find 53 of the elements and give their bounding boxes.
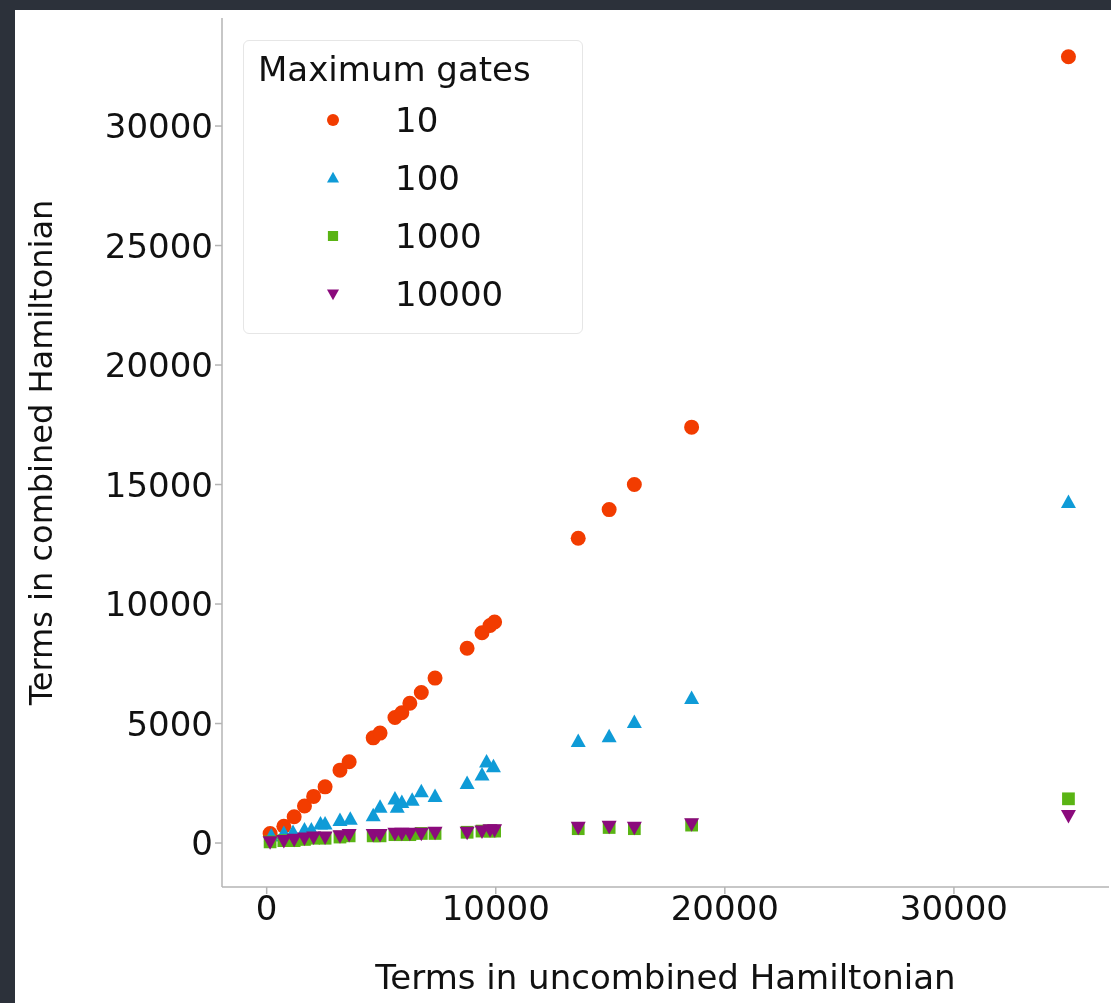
point bbox=[402, 695, 418, 711]
x-tick-label: 10000 bbox=[441, 888, 550, 929]
point bbox=[413, 684, 429, 700]
x-tick-label: 30000 bbox=[899, 888, 1008, 929]
point bbox=[1062, 792, 1075, 806]
point bbox=[372, 799, 388, 813]
y-axis-title: Terms in combined Hamiltonian bbox=[22, 199, 61, 707]
point bbox=[570, 733, 586, 748]
y-tick-label: 30000 bbox=[104, 106, 213, 147]
y-tick-label: 25000 bbox=[104, 225, 213, 266]
x-axis-title: Terms in uncombined Hamiltonian bbox=[374, 957, 956, 997]
y-tick-label: 0 bbox=[191, 823, 213, 864]
point bbox=[427, 788, 443, 803]
point bbox=[341, 754, 357, 770]
x-tick-label: 20000 bbox=[670, 888, 779, 929]
point bbox=[485, 758, 501, 773]
y-tick-label: 5000 bbox=[126, 703, 213, 744]
point bbox=[684, 419, 700, 435]
point bbox=[474, 767, 490, 781]
legend-title: Maximum gates bbox=[258, 49, 532, 89]
point bbox=[394, 705, 410, 721]
point bbox=[459, 775, 475, 789]
point bbox=[684, 690, 700, 705]
point bbox=[459, 640, 475, 656]
point bbox=[365, 807, 381, 822]
point bbox=[1060, 809, 1076, 824]
point bbox=[601, 728, 617, 743]
x-tick-label: 0 bbox=[255, 888, 278, 929]
point bbox=[626, 477, 642, 493]
point bbox=[332, 812, 348, 826]
point bbox=[286, 809, 302, 825]
point bbox=[317, 816, 333, 830]
point bbox=[1060, 494, 1076, 509]
point bbox=[404, 792, 420, 806]
point bbox=[427, 670, 443, 686]
legend-label: 10000 bbox=[395, 274, 504, 314]
point bbox=[626, 714, 642, 728]
point bbox=[570, 530, 586, 546]
legend-label: 1000 bbox=[395, 216, 482, 256]
point bbox=[296, 798, 312, 814]
point bbox=[317, 779, 333, 795]
legend-label: 100 bbox=[395, 158, 460, 198]
point bbox=[372, 725, 388, 741]
point bbox=[1060, 49, 1076, 65]
point bbox=[413, 783, 429, 798]
y-tick-label: 20000 bbox=[104, 345, 213, 386]
y-tick-label: 10000 bbox=[104, 584, 213, 625]
point bbox=[306, 788, 322, 804]
point bbox=[601, 502, 617, 518]
point bbox=[487, 614, 503, 630]
point bbox=[342, 811, 358, 825]
y-tick-label: 15000 bbox=[104, 464, 213, 505]
legend-label: 10 bbox=[395, 100, 439, 140]
